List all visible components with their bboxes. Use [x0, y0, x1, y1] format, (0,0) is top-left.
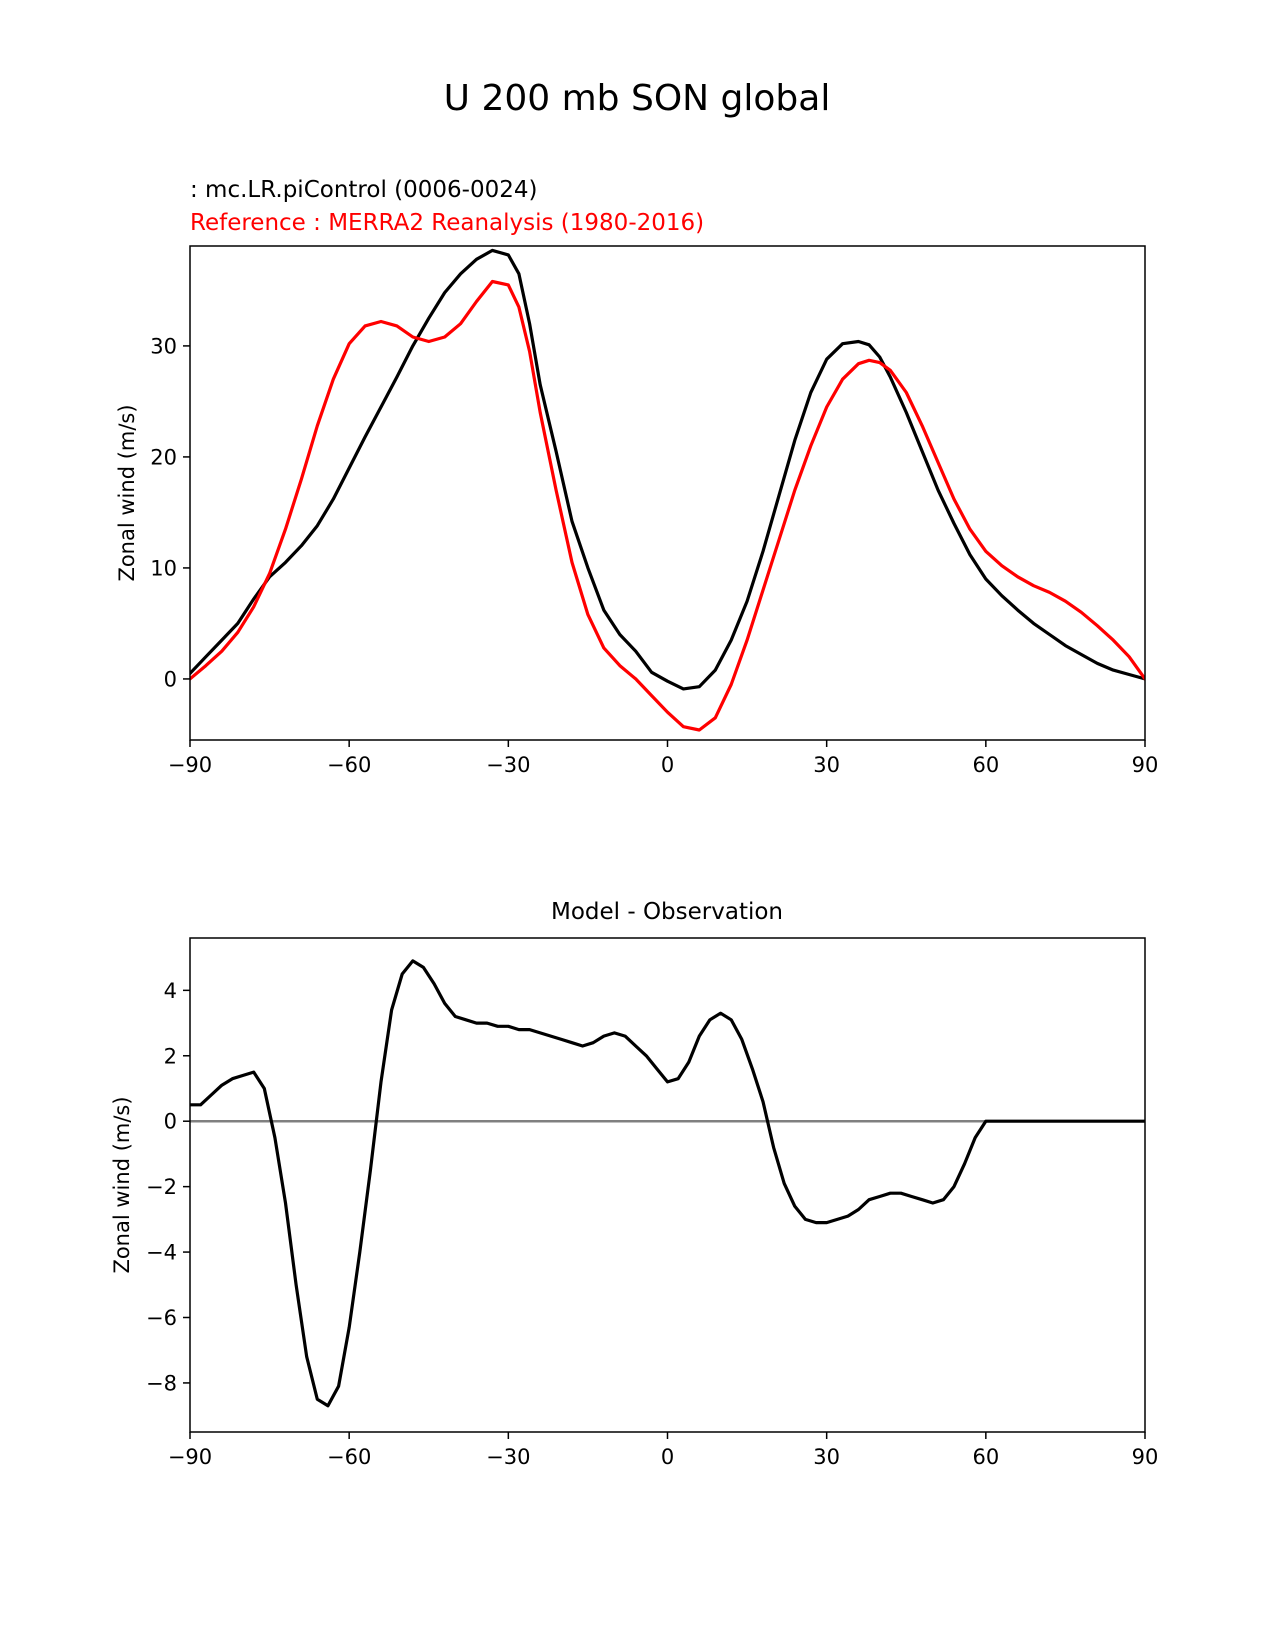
x-tick-label: 30 [813, 1445, 840, 1469]
y-axis-label: Zonal wind (m/s) [110, 1096, 134, 1273]
top-plot-area: −90 −60 −30 0 30 60 90 0 10 20 30 Zonal wind (m/s) [115, 245, 1159, 777]
bottom-panel: Model - Observation −90 −60 −30 0 30 60 90−8−6… [110, 899, 1158, 1469]
y-tick-label: −4 [146, 1241, 177, 1265]
x-tick-label: −60 [327, 753, 371, 777]
series-line-0 [190, 959, 1145, 1408]
bottom-plot-area: −90 −60 −30 0 30 60 90 −8 −6 −4 −2 0 2 4 Zonal wind (m… [110, 937, 1159, 1469]
x-tick-label: −30 [486, 1445, 530, 1469]
x-tick-label: 0 [661, 753, 674, 777]
series-line-1 [190, 279, 1145, 732]
x-tick-label: 30 [813, 753, 840, 777]
model-label: : mc.LR.piControl (0006-0024) [190, 177, 537, 203]
x-tick-label: −30 [486, 753, 530, 777]
y-tick-label: 0 [164, 667, 177, 691]
x-tick-label: −90 [168, 1445, 212, 1469]
y-tick-label: 30 [150, 334, 177, 358]
y-tick-label: −2 [146, 1175, 177, 1199]
y-tick-label: 20 [150, 445, 177, 469]
x-tick-label: 90 [1132, 753, 1159, 777]
y-tick-label: −6 [146, 1306, 177, 1330]
y-axis-label: Zonal wind (m/s) [115, 404, 139, 581]
y-tick-label: −8 [146, 1371, 177, 1395]
y-tick-label: 10 [150, 556, 177, 580]
y-tick-label: 0 [164, 1110, 177, 1134]
reference-label: Reference : MERRA2 Reanalysis (1980-2016… [190, 210, 704, 236]
y-tick-label: 2 [164, 1044, 177, 1068]
figure-title: U 200 mb SON global [444, 78, 831, 119]
series-line-0 [190, 248, 1145, 691]
x-tick-label: 90 [1132, 1445, 1159, 1469]
x-tick-label: 60 [972, 753, 999, 777]
difference-title: Model - Observation [551, 899, 783, 925]
top-panel: : mc.LR.piControl (0006-0024) Reference … [115, 177, 1158, 777]
x-tick-label: −90 [168, 753, 212, 777]
y-tick-label: 4 [164, 979, 177, 1003]
x-tick-label: −60 [327, 1445, 371, 1469]
x-tick-label: 60 [972, 1445, 999, 1469]
x-tick-label: 0 [661, 1445, 674, 1469]
